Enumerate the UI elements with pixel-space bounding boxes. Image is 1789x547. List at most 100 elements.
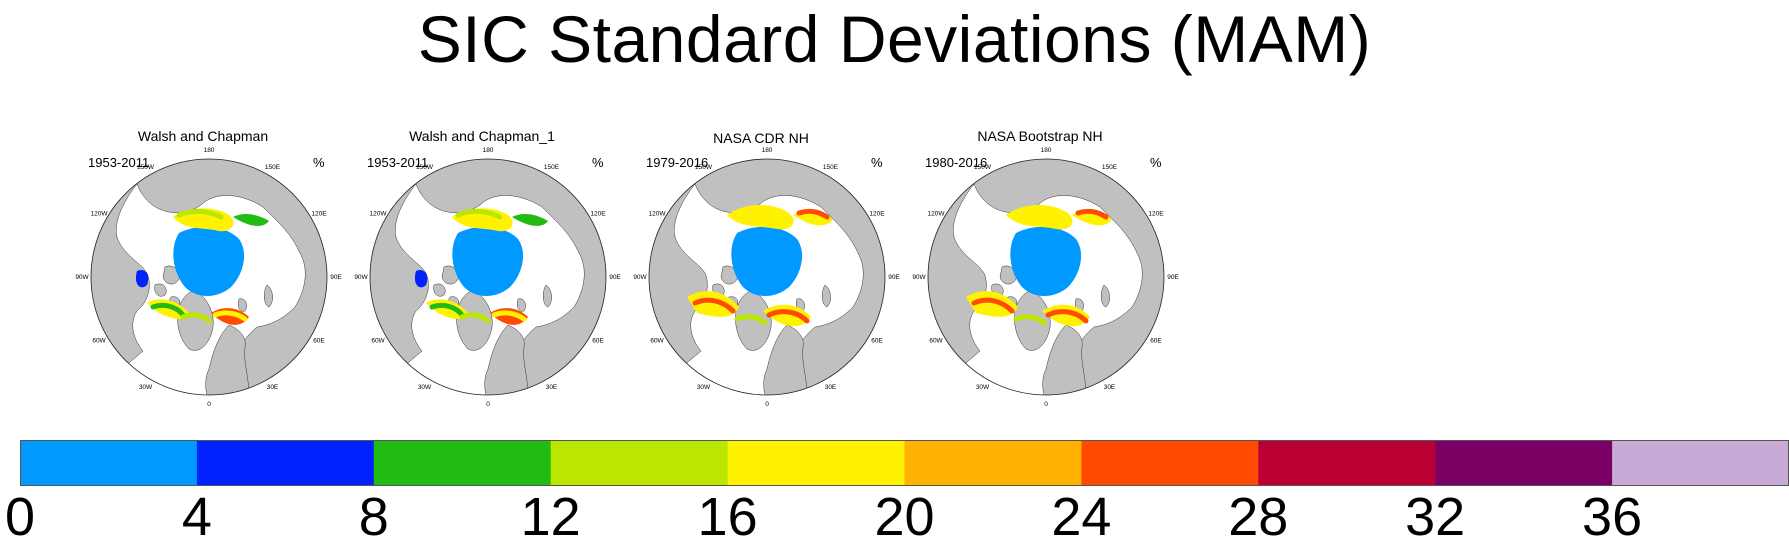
longitude-label: 60W (929, 338, 943, 345)
longitude-label: 60W (371, 338, 385, 345)
ice-stddev-band (455, 208, 503, 220)
longitude-label: 30W (418, 384, 432, 391)
map-panel: NASA CDR NH 1979-2016 % 180 150E 120E 90E 60… (633, 125, 916, 410)
longitude-label: 30E (546, 384, 558, 391)
colorbar-tick-label: 16 (697, 487, 758, 547)
colorbar-tick-label: 32 (1405, 487, 1466, 547)
longitude-label: 30W (976, 384, 990, 391)
longitude-label: 150W (137, 164, 155, 171)
ice-stddev-band (971, 297, 1015, 314)
ice-stddev-patch (1042, 304, 1090, 327)
colorbar-box (904, 440, 1082, 486)
longitude-label: 150W (416, 164, 434, 171)
ice-stddev-patch (1006, 204, 1073, 230)
longitude-label: 30E (1104, 384, 1116, 391)
longitude-label: 120E (311, 211, 327, 218)
land-mass (205, 324, 250, 395)
longitude-label: 180 (1041, 147, 1052, 154)
colorbar-box (1258, 440, 1436, 486)
land-mass (484, 324, 529, 395)
colorbar-box (196, 440, 375, 486)
longitude-label: 120W (649, 211, 667, 218)
longitude-label: 150E (823, 164, 839, 171)
longitude-label: 30E (825, 384, 837, 391)
longitude-label: 0 (207, 401, 211, 408)
map-frame (369, 158, 607, 396)
land-mass (763, 324, 808, 395)
longitude-label: 60E (871, 338, 883, 345)
ice-stddev-band (1045, 309, 1089, 324)
colorbar-tick-label: 24 (1051, 487, 1112, 547)
colorbar-tick-label: 36 (1582, 487, 1643, 547)
longitude-label: 0 (1044, 401, 1048, 408)
ice-stddev-band (459, 312, 491, 324)
colorbar-box (373, 440, 552, 486)
land-mass (543, 284, 552, 308)
longitude-label: 60W (650, 338, 664, 345)
colorbar-tick-label: 8 (358, 487, 389, 547)
longitude-label: 150W (695, 164, 713, 171)
colorbar-box (1612, 440, 1789, 486)
panel-period: 1953-2011 (88, 155, 150, 170)
ice-stddev-band (212, 310, 248, 322)
ice-stddev-band (1075, 208, 1109, 220)
colorbar-tick-label: 0 (4, 487, 36, 547)
panel-unit: % (1150, 155, 1162, 170)
ice-core-region (452, 226, 524, 296)
longitude-label: 180 (483, 147, 494, 154)
longitude-label: 120W (370, 211, 388, 218)
map-panel: Walsh and Chapman_1 1953-2011 % 180 150E 1… (354, 125, 637, 410)
colorbar-box (550, 440, 729, 486)
panel-period: 1953-2011 (367, 155, 429, 170)
longitude-label: 90E (609, 274, 621, 281)
polar-map: 180 150E 120E 90E 60E 30E 0 30W 60W 90W 120W 150W (75, 147, 342, 408)
ice-stddev-band (734, 314, 768, 326)
land-mass (264, 284, 273, 308)
colorbar-labels: 0 4 8 12 16 20 24 28 32 36 (0, 490, 1789, 544)
panel-unit: % (313, 155, 325, 170)
land-mass (1101, 284, 1110, 308)
longitude-label: 180 (204, 147, 215, 154)
land-mass (415, 159, 606, 395)
longitude-label: 120E (1148, 211, 1164, 218)
longitude-label: 90W (75, 274, 89, 281)
ice-stddev-patch (512, 214, 548, 226)
map-frame (648, 158, 886, 396)
longitude-label: 90E (330, 274, 342, 281)
ice-stddev-patch (966, 291, 1018, 317)
colorbar (20, 440, 1789, 486)
longitude-label: 90E (888, 274, 900, 281)
longitude-label: 90W (633, 274, 647, 281)
ice-stddev-patch (135, 269, 149, 288)
ice-stddev-patch (414, 269, 428, 288)
map-panel: Walsh and Chapman 1953-2011 % 180 150E 120… (75, 125, 358, 410)
land-mass (433, 283, 446, 297)
longitude-label: 60E (592, 338, 604, 345)
colorbar-tick-label: 28 (1228, 487, 1289, 547)
ice-stddev-band (176, 208, 224, 220)
ice-stddev-band (150, 302, 186, 318)
ice-stddev-band (796, 208, 830, 220)
ice-stddev-band (1013, 314, 1047, 326)
ice-stddev-band (766, 309, 810, 324)
map-panel: NASA Bootstrap NH 1980-2016 % 180 150E 120… (912, 125, 1195, 410)
land-mass (720, 265, 738, 285)
panel-title: NASA Bootstrap NH (977, 128, 1103, 144)
panel-title: Walsh and Chapman_1 (409, 128, 555, 144)
ice-stddev-patch (233, 214, 269, 226)
longitude-label: 120E (869, 211, 885, 218)
longitude-label: 180 (762, 147, 773, 154)
panel-title: Walsh and Chapman (137, 128, 269, 144)
polar-map: 180 150E 120E 90E 60E 30E 0 30W 60W 90W 120W 150W (912, 147, 1179, 408)
ice-core-region (173, 226, 245, 296)
longitude-label: 90W (912, 274, 926, 281)
longitude-label: 150E (265, 164, 281, 171)
land-mass (136, 159, 327, 395)
ice-stddev-band (692, 297, 736, 314)
panel-unit: % (871, 155, 883, 170)
land-mass (1042, 324, 1087, 395)
land-mass (517, 298, 526, 312)
map-frame (90, 158, 328, 396)
ice-stddev-band (180, 312, 212, 324)
land-mass (822, 284, 831, 308)
